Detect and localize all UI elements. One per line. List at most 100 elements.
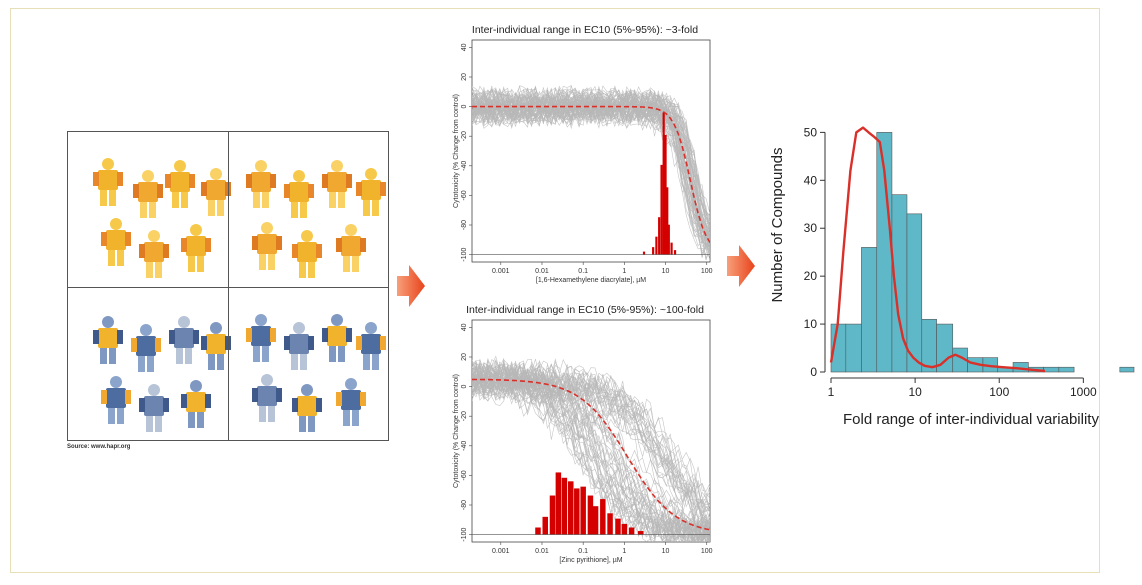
panel-title: Inter-individual range in EC10 (5%-95%):… xyxy=(472,24,698,36)
density-curve xyxy=(829,126,1046,373)
person-figure xyxy=(139,230,169,278)
y-tick-label: 10 xyxy=(804,317,818,331)
person-figure xyxy=(131,324,161,372)
y-axis-label: Cytotoxicity (% Change from control) xyxy=(453,374,460,488)
x-tick-label: 1 xyxy=(622,548,626,555)
individual-curve xyxy=(472,366,710,507)
ec10-histogram-bar xyxy=(580,486,586,535)
x-tick-label: 10 xyxy=(662,548,670,555)
x-axis-label: [Zinc pyrithione], µM xyxy=(559,557,622,564)
person-figure xyxy=(252,374,282,422)
ec10-histogram-bar xyxy=(555,472,562,535)
x-tick-label: 100 xyxy=(701,548,713,555)
y-tick-label: 0 xyxy=(810,365,817,379)
ec10-histogram-bar xyxy=(670,242,673,255)
person-figure xyxy=(284,322,314,370)
ec10-histogram-bar xyxy=(642,251,646,255)
person-figure xyxy=(93,158,123,206)
y-tick-label: -60 xyxy=(461,470,468,480)
y-tick-label: 50 xyxy=(804,125,818,139)
ec10-histogram-bar xyxy=(549,495,556,535)
person-figure xyxy=(101,376,131,424)
y-tick-label: -80 xyxy=(461,500,468,510)
individual-curve xyxy=(472,364,710,529)
person-figure xyxy=(165,160,195,208)
individual-curve xyxy=(472,364,710,539)
person-figure xyxy=(356,168,386,216)
ec10-histogram-bar xyxy=(592,506,599,535)
x-tick-label: 0.1 xyxy=(578,268,588,275)
y-tick-label: 20 xyxy=(461,73,468,81)
variability-histogram: 0 10 20 30 40 50 1 10 100 1000 Fold range of inter… xyxy=(769,125,1135,428)
y-tick-label: 20 xyxy=(461,353,468,361)
x-tick-label: 100 xyxy=(701,268,713,275)
median-curve xyxy=(472,378,710,531)
person-figure xyxy=(181,224,211,272)
y-axis-label: Cytotoxicity (% Change from control) xyxy=(453,94,460,208)
y-tick-label: -100 xyxy=(461,247,468,261)
person-figure xyxy=(322,314,352,362)
y-tick-label: -100 xyxy=(461,527,468,541)
y-tick-label: -40 xyxy=(461,161,468,171)
individual-curve xyxy=(472,90,710,244)
dose-response-panel-1: Inter-individual range in EC10 (5%-95%):… xyxy=(453,24,713,284)
individual-curve xyxy=(472,358,710,511)
person-figure xyxy=(292,384,322,432)
y-tick-label: -60 xyxy=(461,190,468,200)
ec10-histogram-bar xyxy=(574,488,580,535)
individual-curve xyxy=(472,360,710,492)
person-figure xyxy=(252,222,282,270)
x-tick-label: 100 xyxy=(989,385,1009,399)
right-arrow-icon xyxy=(727,245,755,287)
histogram-bar xyxy=(845,323,862,373)
y-tick-label: 40 xyxy=(804,173,818,187)
ec10-histogram-bar xyxy=(607,513,613,535)
ec10-histogram-bar xyxy=(667,224,670,255)
ec10-histogram-bar xyxy=(628,527,635,535)
y-tick-label: 40 xyxy=(461,323,468,331)
person-figure xyxy=(169,316,199,364)
ec10-histogram-bar xyxy=(662,112,665,255)
grid-divider-vertical xyxy=(228,132,229,440)
histogram-bar xyxy=(1043,366,1060,373)
x-tick-label: 0.01 xyxy=(535,268,549,275)
ec10-histogram-bar xyxy=(542,516,548,535)
x-tick-label: 1 xyxy=(828,385,835,399)
y-tick-label: -20 xyxy=(461,131,468,141)
histogram-bar xyxy=(861,247,878,373)
ec10-histogram-bar xyxy=(673,250,677,255)
person-figure xyxy=(284,170,314,218)
individual-curve xyxy=(472,103,710,236)
x-tick-label: 10 xyxy=(662,268,670,275)
person-figure xyxy=(101,218,131,266)
ec10-histogram-bar xyxy=(652,247,655,255)
person-figure xyxy=(139,384,169,432)
ec10-histogram-bar xyxy=(568,481,574,535)
x-tick-label: 0.001 xyxy=(492,548,510,555)
person-figure xyxy=(246,314,276,362)
source-note: Source: www.hapr.org xyxy=(67,444,131,450)
right-arrow-icon xyxy=(397,265,425,307)
y-tick-label: -20 xyxy=(461,411,468,421)
y-tick-label: -40 xyxy=(461,441,468,451)
x-tick-label: 0.1 xyxy=(578,548,588,555)
panel-title: Inter-individual range in EC10 (5%-95%):… xyxy=(466,304,704,316)
dose-response-panel-2: Inter-individual range in EC10 (5%-95%):… xyxy=(453,304,713,564)
x-tick-label: 1 xyxy=(622,268,626,275)
person-figure xyxy=(322,160,352,208)
ec10-histogram-bar xyxy=(621,523,628,535)
individual-curve xyxy=(472,371,710,542)
individual-curve xyxy=(472,87,710,243)
individual-curve xyxy=(472,85,710,252)
x-axis-label: Fold range of inter-individual variabili… xyxy=(843,411,1099,428)
median-curve xyxy=(472,105,710,243)
y-tick-label: 20 xyxy=(804,269,818,283)
individual-curve xyxy=(472,367,710,542)
plot-content xyxy=(472,84,710,262)
x-tick-label: 0.01 xyxy=(535,548,549,555)
person-figure xyxy=(356,322,386,370)
y-tick-label: 0 xyxy=(461,105,468,109)
ec10-histogram-bar xyxy=(660,164,663,255)
ec10-histogram-bar xyxy=(658,217,661,255)
x-tick-label: 1000 xyxy=(1070,385,1097,399)
